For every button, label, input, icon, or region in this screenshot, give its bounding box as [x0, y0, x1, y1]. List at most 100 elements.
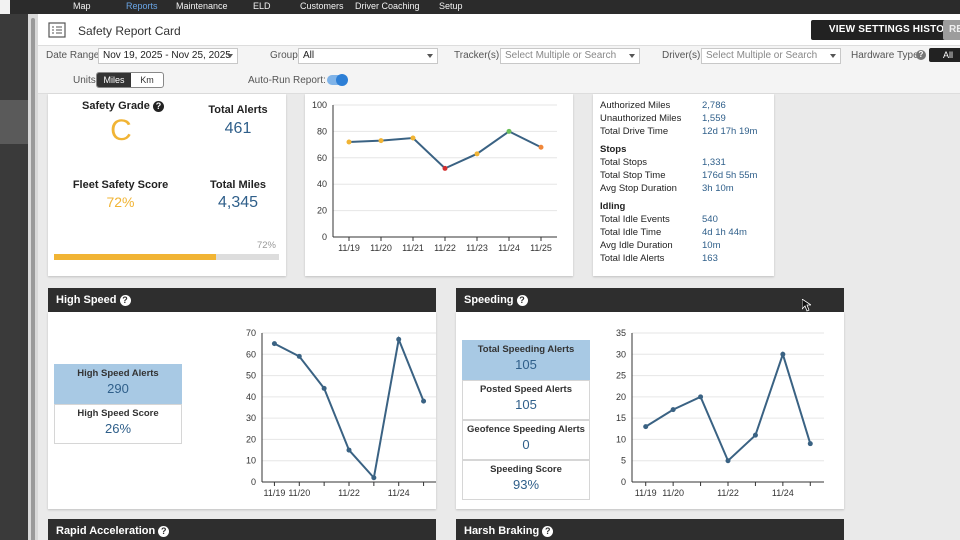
y-tick-label: 40	[317, 179, 327, 189]
autorun-toggle[interactable]	[327, 74, 348, 86]
scrollbar-thumb[interactable]	[31, 18, 35, 540]
posted-speed-alerts-box[interactable]: Posted Speed Alerts 105	[462, 380, 590, 420]
high-speed-score-value: 26%	[104, 421, 132, 436]
high-speed-card: High Speed Alerts 290 High Speed Score 2…	[48, 312, 436, 509]
y-tick-label: 0	[322, 232, 327, 242]
hardware-type-select[interactable]: All	[929, 48, 960, 62]
stat-label: Unauthorized Miles	[600, 113, 682, 124]
date-range-select[interactable]: Nov 19, 2025 - Nov 25, 2025	[98, 48, 238, 64]
x-tick-label: 11/19	[338, 243, 360, 253]
stat-value: 540	[702, 214, 718, 225]
y-tick-label: 50	[246, 371, 256, 381]
data-point	[378, 138, 384, 144]
unit-km-button[interactable]: Km	[140, 75, 154, 85]
posted-speed-alerts-label: Posted Speed Alerts	[479, 384, 573, 395]
page-title: Safety Report Card	[78, 24, 181, 38]
geofence-speeding-alerts-box[interactable]: Geofence Speeding Alerts 0	[462, 420, 590, 460]
help-icon[interactable]: ?	[916, 50, 926, 60]
total-miles-label: Total Miles	[209, 179, 267, 191]
x-tick-label: 11/22	[434, 243, 456, 253]
high-speed-chart: 0 10 20 30 40 50 60 70 11/19 11/20 11/22 11/24	[246, 328, 436, 498]
stat-label: Total Stop Time	[600, 170, 666, 181]
top-nav: Map Reports Maintenance ELD Customers Driver …	[0, 0, 960, 14]
x-tick-label: 11/22	[717, 488, 739, 498]
y-tick-label: 70	[246, 328, 256, 338]
trackers-select[interactable]: Select Multiple or Search	[500, 48, 640, 64]
units-toggle: Miles Km	[96, 72, 164, 88]
speeding-score-value: 93%	[512, 477, 540, 492]
y-tick-label: 30	[246, 413, 256, 423]
nav-item-maintenance[interactable]: Maintenance	[176, 1, 228, 11]
help-icon[interactable]: ?	[542, 526, 554, 537]
high-speed-alerts-box[interactable]: High Speed Alerts 290	[54, 364, 182, 404]
y-tick-label: 80	[317, 126, 327, 136]
group-select[interactable]: All	[298, 48, 438, 64]
stat-value: 3h 10m	[702, 183, 734, 194]
total-speeding-alerts-box[interactable]: Total Speeding Alerts 105	[462, 340, 590, 380]
app-logo[interactable]	[0, 0, 10, 14]
speeding-chart: 0 5 10 15 20 25 30 35 11/19 11/20 11/22 11/24	[616, 328, 824, 498]
nav-item-reports[interactable]: Reports	[126, 1, 158, 11]
rail-active-item[interactable]	[0, 100, 28, 144]
left-scrollbar[interactable]	[28, 14, 38, 540]
re-button[interactable]: RE	[943, 20, 960, 40]
speeding-score-label: Speeding Score	[490, 464, 562, 475]
rapid-acceleration-title: Rapid Acceleration	[56, 525, 156, 537]
speeding-score-box[interactable]: Speeding Score 93%	[462, 460, 590, 500]
nav-item-setup[interactable]: Setup	[439, 1, 463, 11]
nav-item-customers[interactable]: Customers	[300, 1, 344, 11]
high-speed-score-box[interactable]: High Speed Score 26%	[54, 404, 182, 444]
data-point	[698, 394, 704, 400]
series-line	[645, 351, 812, 463]
help-icon[interactable]: ?	[516, 295, 528, 306]
total-speeding-alerts-value: 105	[515, 357, 537, 372]
trackers-placeholder: Select Multiple or Search	[505, 50, 617, 61]
y-tick-label: 10	[616, 434, 626, 444]
stat-value: 4d 1h 44m	[702, 227, 747, 238]
stat-value: 2,786	[702, 100, 726, 111]
speeding-card: Total Speeding Alerts 105 Posted Speed A…	[456, 312, 844, 509]
fleet-safety-score-value: 72%	[106, 194, 135, 210]
stat-value: 176d 5h 55m	[702, 170, 758, 181]
data-point	[780, 351, 786, 357]
x-tick-label: 11/24	[772, 488, 794, 498]
y-tick-label: 30	[616, 349, 626, 359]
y-tick-label: 40	[246, 392, 256, 402]
data-point	[506, 128, 512, 134]
chevron-down-icon	[830, 54, 836, 58]
y-tick-label: 10	[246, 456, 256, 466]
data-point	[725, 458, 731, 464]
help-icon[interactable]: ?	[158, 526, 170, 537]
progress-label: 72%	[256, 240, 276, 251]
nav-item-map[interactable]: Map	[73, 1, 91, 11]
data-point	[421, 398, 427, 404]
drivers-placeholder: Select Multiple or Search	[706, 50, 818, 61]
y-tick-label: 60	[317, 153, 327, 163]
geofence-speeding-alerts-label: Geofence Speeding Alerts	[467, 424, 585, 435]
group-value: All	[303, 50, 315, 61]
nav-item-eld[interactable]: ELD	[253, 1, 271, 11]
high-speed-alerts-label: High Speed Alerts	[77, 368, 159, 379]
data-point	[670, 407, 676, 413]
stat-value: 1,559	[702, 113, 726, 124]
stats-card	[593, 94, 774, 276]
view-settings-history-button[interactable]: VIEW SETTINGS HISTORY	[811, 20, 960, 40]
drivers-select[interactable]: Select Multiple or Search	[701, 48, 841, 64]
help-icon[interactable]: ?	[119, 295, 131, 306]
nav-item-driver-coaching[interactable]: Driver Coaching	[355, 1, 420, 11]
stat-label: Total Idle Events	[600, 214, 670, 225]
stat-label: Avg Idle Duration	[600, 240, 673, 251]
speeding-header: Speeding?	[456, 288, 844, 312]
stat-label: Total Stops	[600, 157, 647, 168]
trackers-label: Tracker(s)	[454, 50, 500, 61]
y-tick-label: 60	[246, 349, 256, 359]
total-alerts-label: Total Alerts	[208, 104, 268, 116]
x-tick-label: 11/20	[288, 488, 310, 498]
speeding-title: Speeding	[464, 294, 514, 306]
help-icon[interactable]: ?	[152, 101, 164, 112]
stat-value: 10m	[702, 240, 721, 251]
harsh-braking-title: Harsh Braking	[464, 525, 540, 537]
data-point	[346, 139, 352, 145]
y-tick-label: 100	[312, 100, 327, 110]
unit-miles-button[interactable]: Miles	[97, 73, 131, 87]
